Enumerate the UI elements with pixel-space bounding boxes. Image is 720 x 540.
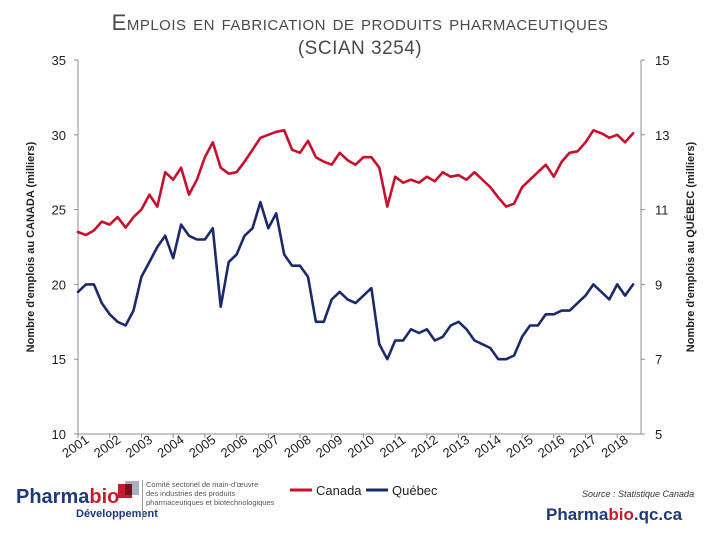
x-tick-label: 2009 [313,432,345,461]
x-tick-label: 2014 [472,432,504,461]
x-tick-label: 2013 [440,432,472,461]
logo-emblem-icon [118,481,139,498]
x-tick-label: 2005 [186,432,218,461]
y-tick-left-label: 25 [52,203,66,218]
logo-subtitle: Développement [76,508,158,520]
x-tick-label: 2003 [123,432,155,461]
x-tick-label: 2004 [154,432,186,461]
y-tick-left-label: 10 [52,427,66,442]
logo-desc-line2: des industries des produits [146,489,236,498]
logo-name: Pharmabio [16,486,119,509]
pharmabio-logo: Pharmabio Développement Comité sectoriel… [16,478,275,524]
site-url[interactable]: Pharmabio.qc.ca [546,505,682,525]
y-tick-left-label: 15 [52,352,66,367]
chart-title-line1: Emplois en fabrication de produits pharm… [111,10,609,35]
y-tick-right-label: 13 [655,128,669,143]
y-axis-right-title: Nombre d'emplois au QUÉBEC (milliers) [684,141,697,352]
y-tick-left-label: 35 [52,53,66,68]
logo-desc-line1: Comité sectoriel de main-d'œuvre [146,480,259,489]
legend-label-canada: Canada [316,483,362,498]
y-tick-right-label: 5 [655,427,662,442]
site-url-part1: Pharma [546,505,609,524]
logo-name-part2: bio [89,486,120,508]
y-tick-left-label: 30 [52,128,66,143]
x-tick-label: 2006 [218,432,250,461]
source-note: Source : Statistique Canada [582,489,695,499]
series-line-canada [76,129,635,237]
x-tick-label: 2002 [91,432,123,461]
y-tick-right-label: 7 [655,352,662,367]
y-tick-right-label: 9 [655,277,662,292]
site-url-part2: bio [608,505,634,524]
x-tick-label: 2012 [408,432,440,461]
chart-title-line2: (SCIAN 3254) [297,38,423,59]
logo-name-part1: Pharma [16,486,90,508]
x-tick-label: 2008 [281,432,313,461]
y-tick-left-label: 20 [52,277,66,292]
y-axis-left-title: Nombre d'emplois au CANADA (milliers) [25,141,37,352]
x-tick-label: 2015 [503,432,535,461]
x-tick-label: 2007 [250,432,282,461]
site-url-part3: .qc.ca [633,505,683,524]
series-line-quebec [76,200,635,361]
y-tick-right-label: 15 [655,53,669,68]
legend-label-quebec: Québec [392,483,438,498]
logo-separator [142,480,143,520]
logo-desc-line3: pharmaceutiques et biotechnologiques [146,498,275,507]
x-tick-label: 2018 [598,432,630,461]
y-tick-right-label: 11 [655,203,669,218]
logo-description: Comité sectoriel de main-d'œuvre des ind… [146,480,275,507]
x-tick-label: 2017 [567,432,599,461]
x-tick-label: 2016 [535,432,567,461]
x-tick-label: 2011 [377,432,409,460]
x-tick-label: 2010 [345,432,377,461]
